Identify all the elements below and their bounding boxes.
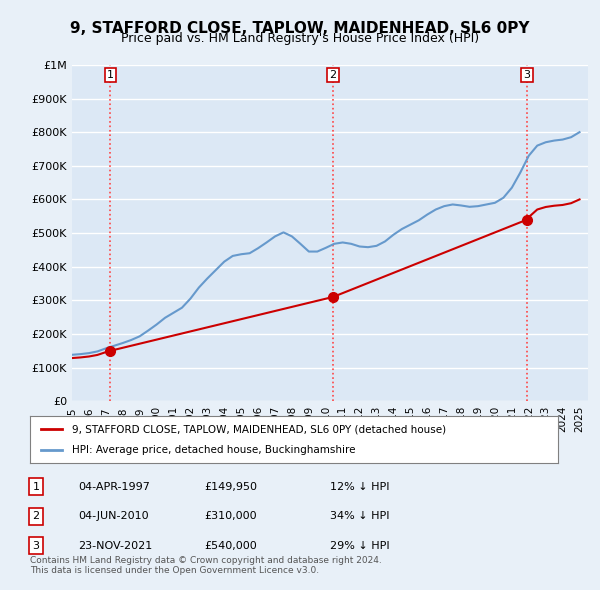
Text: 29% ↓ HPI: 29% ↓ HPI [330,541,389,550]
Text: £310,000: £310,000 [204,512,257,521]
Text: 9, STAFFORD CLOSE, TAPLOW, MAIDENHEAD, SL6 0PY: 9, STAFFORD CLOSE, TAPLOW, MAIDENHEAD, S… [70,21,530,35]
Text: 04-JUN-2010: 04-JUN-2010 [78,512,149,521]
Text: 3: 3 [32,541,40,550]
Text: 9, STAFFORD CLOSE, TAPLOW, MAIDENHEAD, SL6 0PY (detached house): 9, STAFFORD CLOSE, TAPLOW, MAIDENHEAD, S… [72,424,446,434]
Text: £149,950: £149,950 [204,482,257,491]
Text: 04-APR-1997: 04-APR-1997 [78,482,150,491]
Text: 2: 2 [32,512,40,521]
Text: £540,000: £540,000 [204,541,257,550]
Text: 12% ↓ HPI: 12% ↓ HPI [330,482,389,491]
Text: 1: 1 [107,70,114,80]
Text: 23-NOV-2021: 23-NOV-2021 [78,541,152,550]
Text: Price paid vs. HM Land Registry's House Price Index (HPI): Price paid vs. HM Land Registry's House … [121,32,479,45]
Text: 2: 2 [329,70,337,80]
Text: HPI: Average price, detached house, Buckinghamshire: HPI: Average price, detached house, Buck… [72,445,356,455]
Text: 3: 3 [524,70,530,80]
Text: 1: 1 [32,482,40,491]
Text: 34% ↓ HPI: 34% ↓ HPI [330,512,389,521]
Text: Contains HM Land Registry data © Crown copyright and database right 2024.
This d: Contains HM Land Registry data © Crown c… [30,556,382,575]
